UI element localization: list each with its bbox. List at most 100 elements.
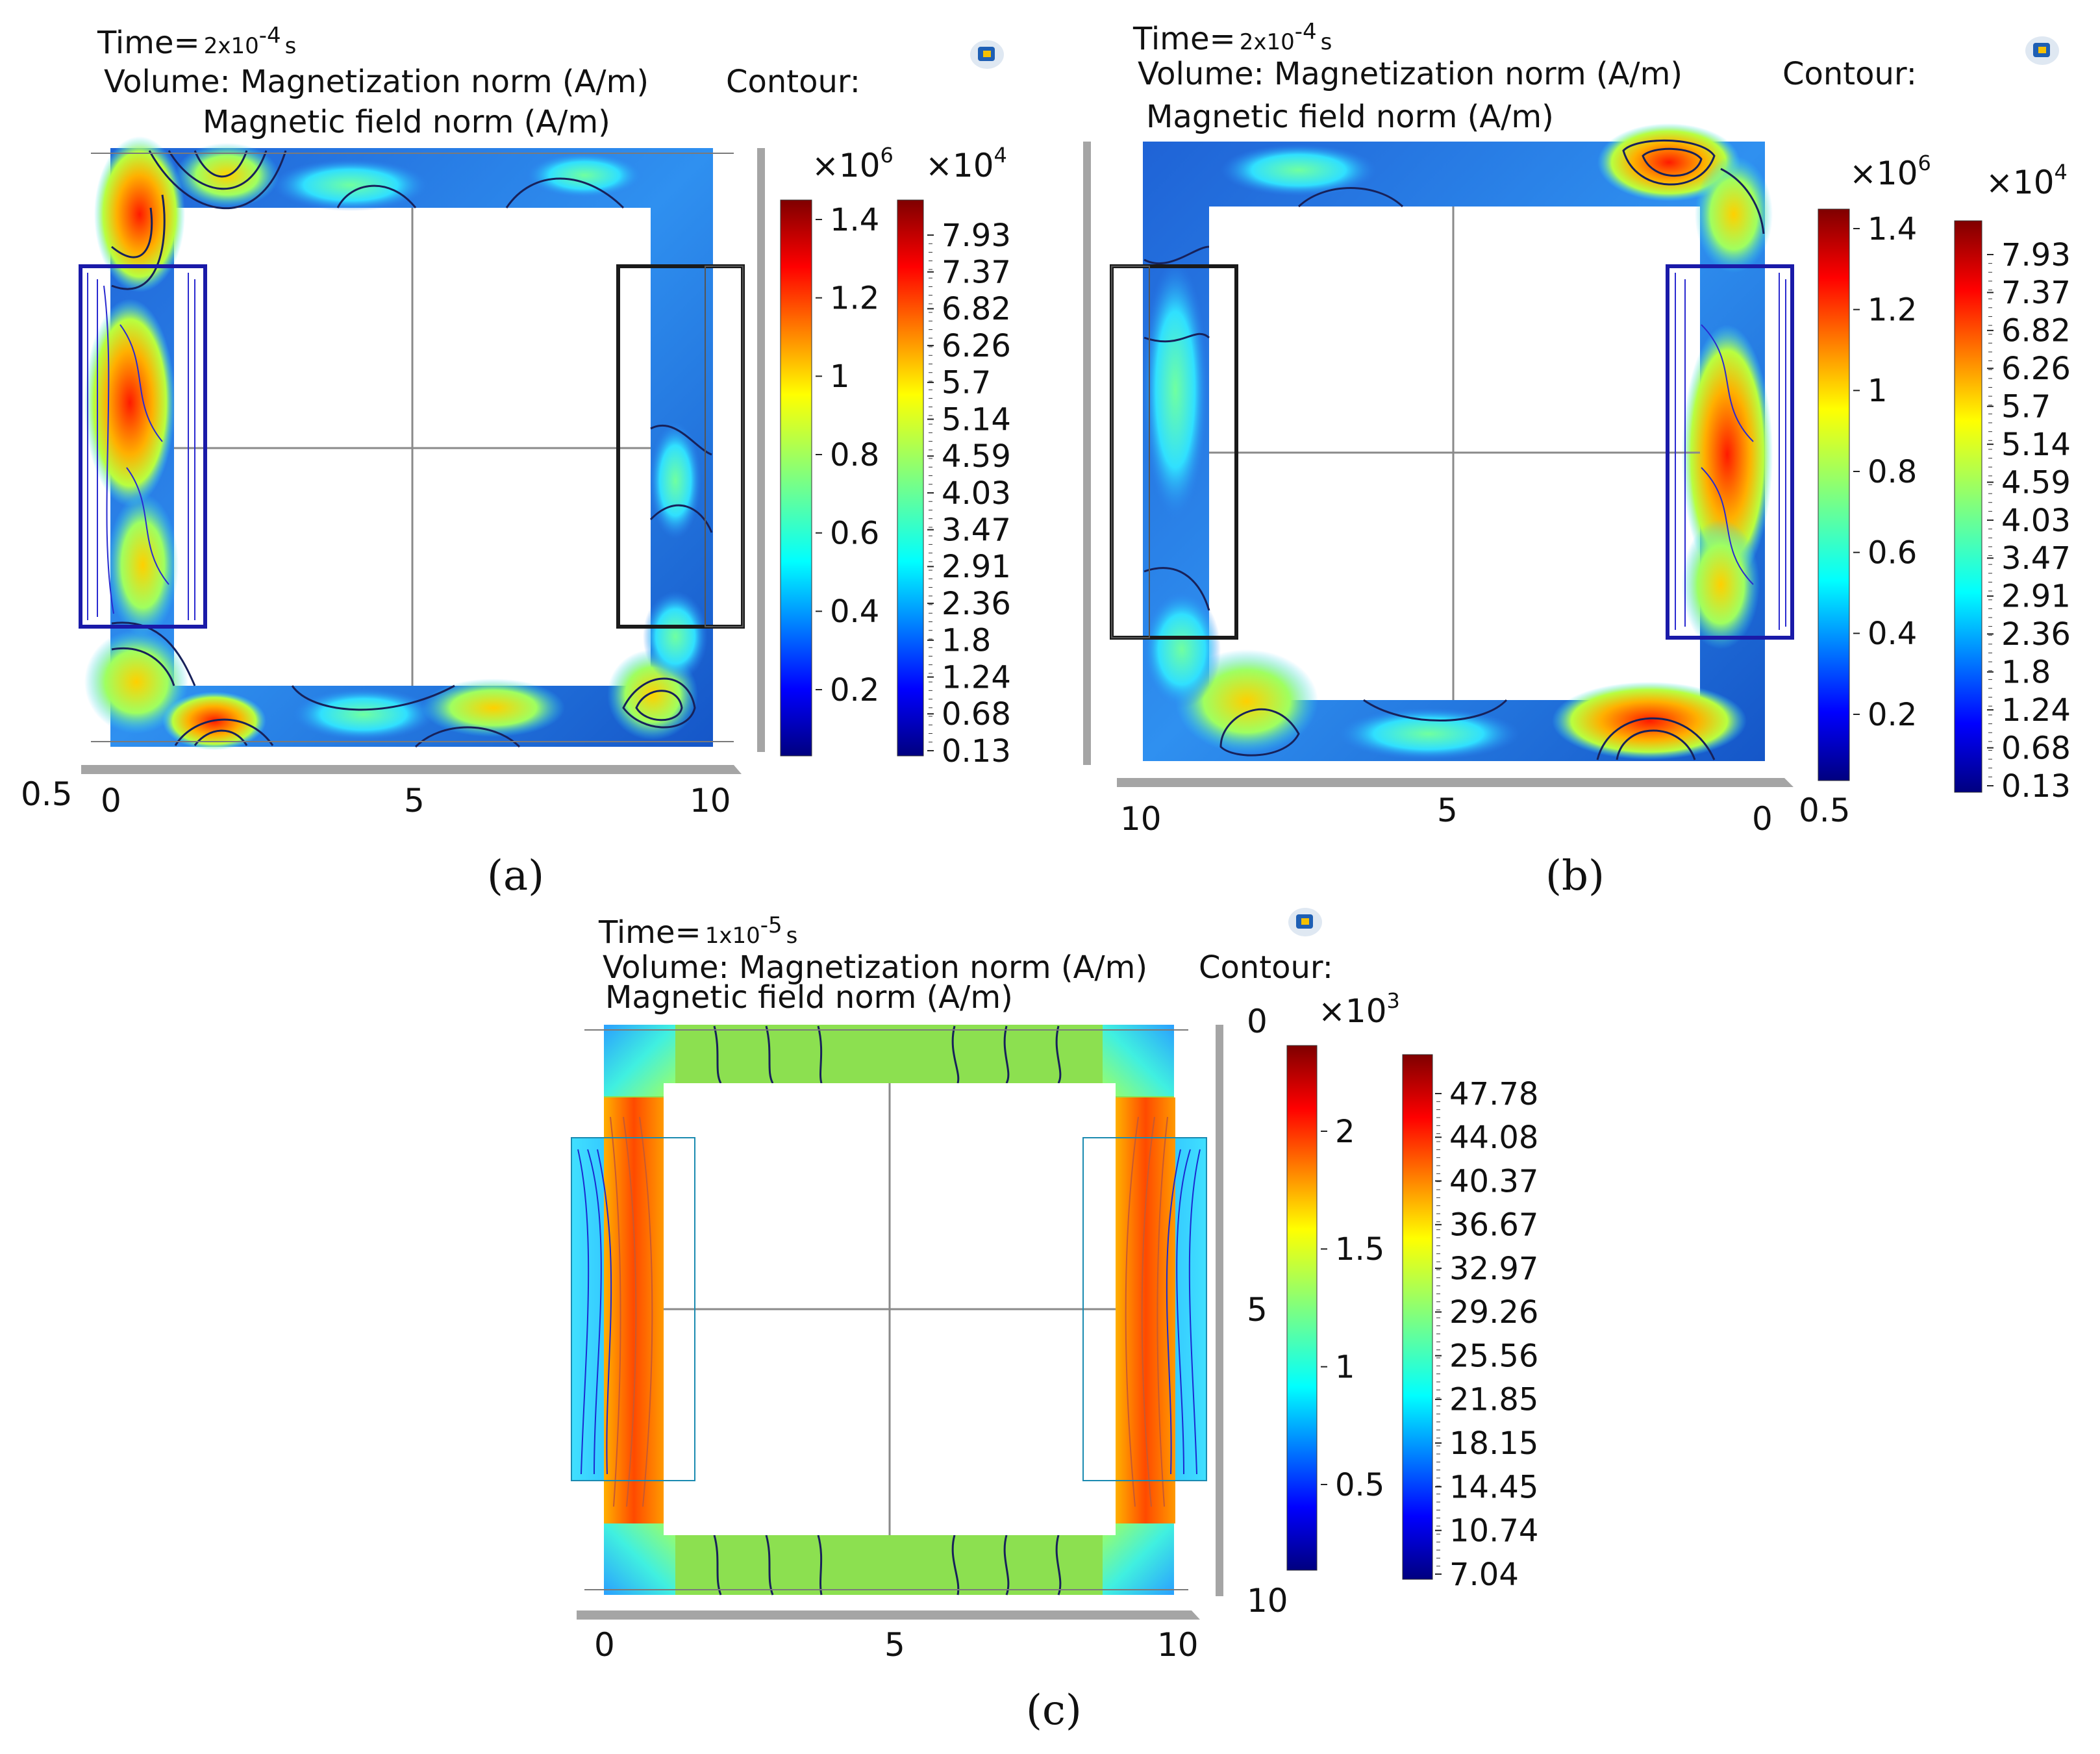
panel-b-caption: (b) bbox=[1545, 852, 1605, 900]
panel-c-title-field: Magnetic field norm (A/m) bbox=[605, 979, 1013, 1016]
panel-b-title-contour: Contour: bbox=[1782, 56, 1917, 92]
colorbar-tick-label: 40.37 bbox=[1449, 1163, 1538, 1199]
panel-c-x-tick: 0 bbox=[594, 1626, 615, 1664]
colorbar-tick-label: 3.47 bbox=[942, 512, 1011, 549]
panel-a-cb2-exp: 4 bbox=[994, 143, 1007, 168]
panel-c-cb2-multiplier: ×10 bbox=[1318, 992, 1387, 1030]
panel-a: Time= 2x10-4 s Volume: Magnetization norm … bbox=[21, 23, 1011, 900]
colorbar-tick-label: 0.8 bbox=[1868, 454, 1917, 490]
panel-c-x-tick: 5 bbox=[884, 1626, 905, 1664]
panel-b-x-tick: 5 bbox=[1437, 792, 1458, 829]
colorbar-tick-label: 7.37 bbox=[2001, 275, 2071, 311]
panel-b-title-volume: Volume: Magnetization norm (A/m) bbox=[1138, 56, 1682, 92]
panel-b-time-exp: -4 bbox=[1295, 19, 1317, 45]
panel-b-title-field: Magnetic field norm (A/m) bbox=[1146, 99, 1554, 135]
panel-a-cb1-multiplier: ×10 bbox=[812, 147, 881, 184]
panel-c-x-tick: 10 bbox=[1157, 1626, 1199, 1664]
colorbar-tick-label: 7.04 bbox=[1449, 1557, 1519, 1593]
svg-text:Time=1x10-5s: Time= 1x10-5 s bbox=[598, 912, 797, 951]
panel-a-time-unit: s bbox=[285, 33, 297, 59]
colorbar-tick-label: 7.93 bbox=[942, 218, 1011, 254]
colorbar-tick-label: 1.24 bbox=[2001, 692, 2071, 729]
panel-a-corner-label: 0.5 bbox=[21, 775, 73, 813]
colorbar-tick-label: 47.78 bbox=[1449, 1076, 1538, 1112]
panel-c-core bbox=[571, 1025, 1207, 1596]
panel-a-y-axis bbox=[757, 148, 765, 752]
colorbar-tick-label: 6.26 bbox=[2001, 351, 2071, 387]
colorbar-tick-label: 32.97 bbox=[1449, 1251, 1538, 1287]
colorbar-tick-label: 5.14 bbox=[942, 401, 1011, 438]
colorbar-tick-label: 7.93 bbox=[2001, 237, 2071, 273]
colorbar-tick-label: 18.15 bbox=[1449, 1425, 1538, 1462]
panel-a-cb1-exp: 6 bbox=[881, 143, 894, 168]
colorbar-tick-label: 29.26 bbox=[1449, 1294, 1538, 1331]
colorbar-tick-label: 6.82 bbox=[942, 291, 1011, 327]
colorbar-tick-label: 1.8 bbox=[942, 623, 991, 659]
colorbar-tick-label: 1.8 bbox=[2001, 655, 2051, 691]
colorbar-tick-label: 25.56 bbox=[1449, 1338, 1538, 1374]
colorbar-tick-label: 5.14 bbox=[2001, 427, 2071, 463]
panel-b-time-unit: s bbox=[1321, 29, 1332, 55]
colorbar-tick-label: 0.8 bbox=[830, 437, 879, 473]
colorbar-tick-label: 5.7 bbox=[2001, 389, 2051, 425]
panel-b-cb2-multiplier: ×10 bbox=[1986, 164, 2055, 201]
svg-text:×104: ×104 bbox=[925, 143, 1007, 184]
colorbar-tick-label: 1.2 bbox=[830, 280, 879, 316]
panel-a-title-field: Magnetic field norm (A/m) bbox=[203, 104, 610, 140]
colorbar-tick-label: 1.24 bbox=[942, 659, 1011, 695]
colorbar-tick-label: 1 bbox=[830, 358, 850, 395]
panel-c-title-volume: Volume: Magnetization norm (A/m) bbox=[603, 949, 1147, 986]
panel-c-colorbar-contour: ×103 47.78 44.08 40.37 36.67 32.97 29.26 25.56… bbox=[1318, 988, 1538, 1593]
panel-b-cb2-exp: 4 bbox=[2055, 160, 2068, 184]
colorbar-tick-label: 0.2 bbox=[1868, 697, 1917, 733]
panel-b-x-tick: 10 bbox=[1120, 800, 1162, 838]
colorbar-tick-label: 0.6 bbox=[1868, 534, 1917, 571]
colorbar-tick-label: 44.08 bbox=[1449, 1120, 1538, 1156]
colorbar-tick-label: 2 bbox=[1335, 1114, 1355, 1150]
panel-b-colorbar-contour: ×104 7.937.376.826.265.75.144.594.033.47… bbox=[1954, 160, 2071, 805]
colorbar-tick-label: 6.82 bbox=[2001, 313, 2071, 349]
panel-c-x-axis bbox=[577, 1610, 1200, 1620]
panel-a-cb2-multiplier: ×10 bbox=[925, 147, 994, 184]
panel-b-cb1-multiplier: ×10 bbox=[1849, 155, 1918, 192]
colorbar-tick-label: 0.13 bbox=[2001, 768, 2071, 805]
colorbar-tick-label: 0.6 bbox=[830, 515, 879, 551]
colorbar-tick-label: 36.67 bbox=[1449, 1207, 1538, 1244]
colorbar-tick-label: 2.36 bbox=[2001, 616, 2071, 653]
panel-c-title-contour: Contour: bbox=[1199, 949, 1333, 986]
panel-b-x-tick: 0 bbox=[1752, 800, 1773, 838]
panel-c-time-value: 1x10 bbox=[705, 923, 760, 949]
colorbar-tick-label: 0.68 bbox=[942, 696, 1011, 733]
colorbar-tick-label: 1 bbox=[1868, 373, 1888, 409]
panel-a-time-value: 2x10 bbox=[204, 33, 259, 59]
colorbar-tick-label: 2.36 bbox=[942, 586, 1011, 622]
colorbar-tick-label: 1.5 bbox=[1335, 1231, 1384, 1268]
panel-c-comsol-logo-icon bbox=[1288, 908, 1322, 936]
panel-b-time-label: Time= bbox=[1132, 21, 1236, 57]
colorbar-tick-label: 0.68 bbox=[2001, 730, 2071, 766]
colorbar-tick-label: 4.59 bbox=[942, 438, 1011, 475]
colorbar-tick-label: 0.13 bbox=[942, 733, 1011, 770]
panel-c-time-exp: -5 bbox=[760, 912, 782, 938]
panel-c-y-tick: 0 bbox=[1247, 1003, 1268, 1040]
panel-c-time-unit: s bbox=[786, 923, 798, 949]
colorbar-tick-label: 14.45 bbox=[1449, 1469, 1538, 1505]
colorbar-tick-label: 0.2 bbox=[830, 672, 879, 708]
panel-c-y-tick: 10 bbox=[1247, 1582, 1288, 1620]
colorbar-tick-label: 0.4 bbox=[1868, 616, 1917, 652]
colorbar-tick-label: 5.7 bbox=[942, 365, 991, 401]
colorbar-tick-label: 2.91 bbox=[2001, 579, 2071, 615]
colorbar-tick-label: 21.85 bbox=[1449, 1382, 1538, 1418]
panel-a-time-exp: -4 bbox=[259, 23, 281, 49]
panel-c-caption: (c) bbox=[1026, 1686, 1082, 1735]
svg-text:×103: ×103 bbox=[1318, 988, 1400, 1030]
panel-b-x-axis bbox=[1117, 778, 1794, 787]
panel-b-comsol-logo-icon bbox=[2025, 36, 2059, 65]
panel-a-x-axis bbox=[81, 765, 742, 774]
colorbar-tick-label: 0.4 bbox=[830, 594, 879, 630]
panel-b: Time= 2x10-4 s Volume: Magnetization norm … bbox=[1083, 19, 2071, 900]
panel-a-comsol-logo-icon bbox=[970, 40, 1004, 69]
colorbar-tick-label: 0.5 bbox=[1335, 1467, 1384, 1503]
svg-text:×106: ×106 bbox=[1849, 151, 1931, 192]
